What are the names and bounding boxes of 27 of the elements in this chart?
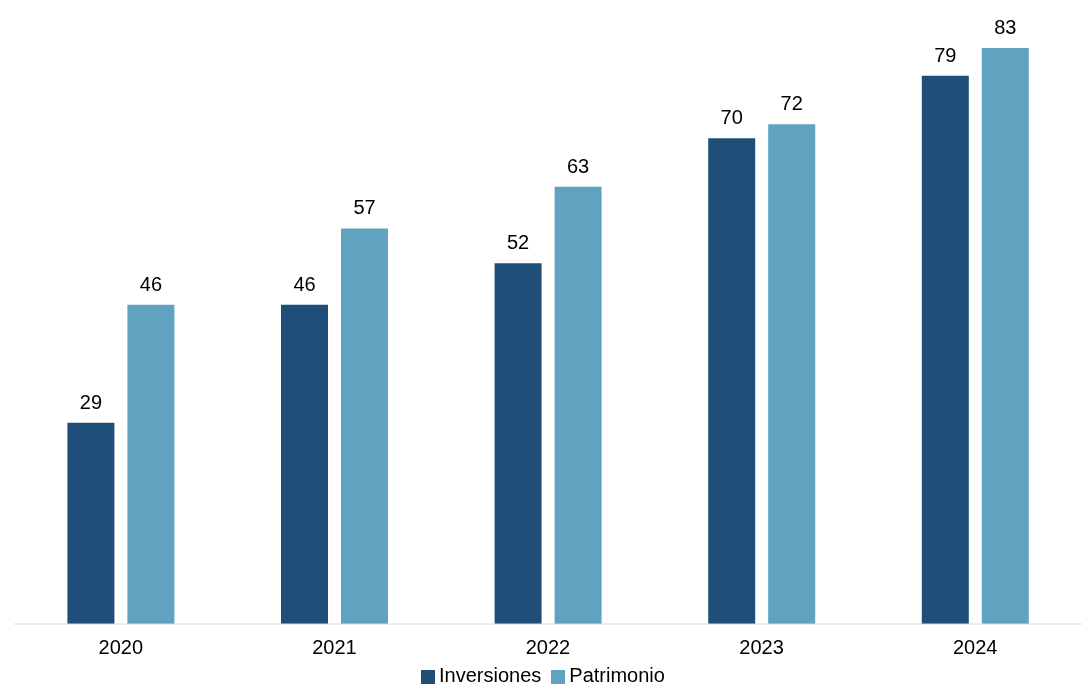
bar [921,75,969,624]
data-label: 72 [780,92,803,115]
x-tick-label: 2023 [739,636,784,659]
data-label: 63 [566,154,590,177]
bar [768,124,816,624]
bar [708,138,756,624]
bar [341,228,388,624]
data-label: 57 [353,196,376,219]
legend-label: Patrimonio [569,664,665,686]
data-label: 46 [139,272,163,295]
data-label: 79 [934,43,957,66]
bar [981,48,1029,624]
data-label: 70 [720,106,743,129]
data-label: 29 [79,390,103,413]
bar [67,422,115,624]
data-label: 52 [506,231,530,254]
bar [127,304,175,624]
bar [554,186,602,624]
x-tick-label: 2022 [525,636,571,659]
legend-label: Inversiones [439,664,542,686]
x-tick-label: 2020 [98,636,144,659]
data-label: 83 [994,16,1017,38]
data-label: 46 [293,272,316,295]
bar [494,263,542,624]
x-tick-label: 2024 [952,636,998,659]
x-tick-label: 2021 [312,636,357,659]
bar [281,304,328,624]
